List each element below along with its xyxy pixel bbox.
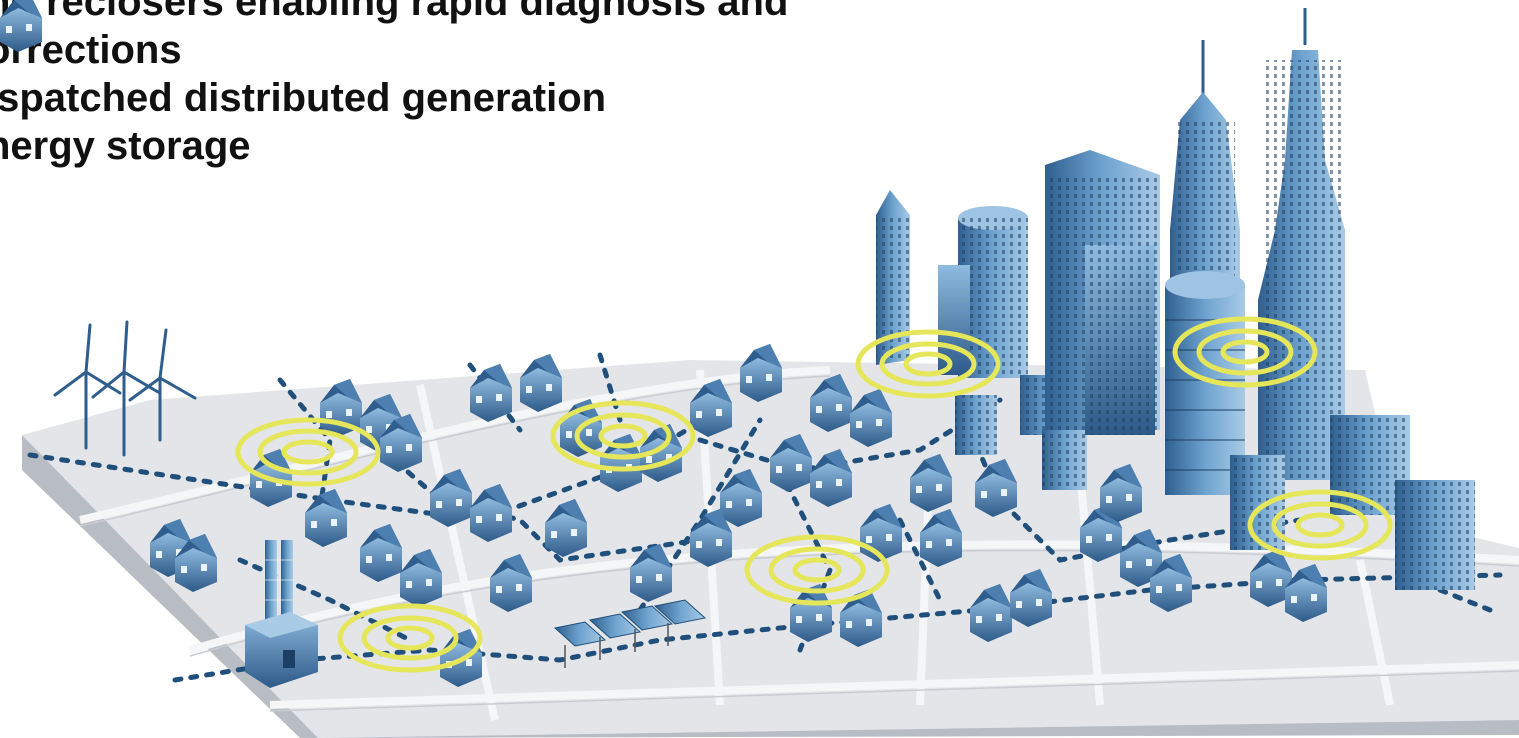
bullet-line: nd reclosers enabling rapid diagnosis an… — [0, 0, 789, 24]
office-tower — [1230, 415, 1475, 590]
office-tower — [1258, 8, 1345, 480]
wind-turbine-group — [53, 320, 197, 457]
office-tower — [938, 206, 1028, 378]
bullet-line: nergy storage — [0, 124, 251, 168]
smokestack-plant — [245, 540, 318, 688]
wind-turbine — [91, 320, 160, 457]
wireless-signal-ring — [235, 417, 381, 487]
wireless-signal-ring — [337, 603, 483, 673]
house — [0, 0, 42, 52]
wireless-signal-ring — [855, 329, 1001, 399]
wind-turbine — [128, 328, 197, 442]
office-tower — [1045, 150, 1160, 435]
solar-panel-array — [553, 599, 707, 668]
wind-turbine — [53, 323, 122, 450]
bullet-line: ispatched distributed generation — [0, 76, 607, 120]
wireless-signal-ring-group — [235, 316, 1393, 673]
office-tower-group — [876, 8, 1475, 590]
wireless-signal-ring — [744, 534, 890, 606]
wireless-signal-ring — [550, 400, 696, 472]
wireless-signal-ring — [1172, 316, 1318, 388]
house-group — [0, 0, 1327, 687]
wireless-signal-ring — [1247, 489, 1393, 561]
bullet-list: nd reclosers enabling rapid diagnosis an… — [0, 0, 788, 170]
